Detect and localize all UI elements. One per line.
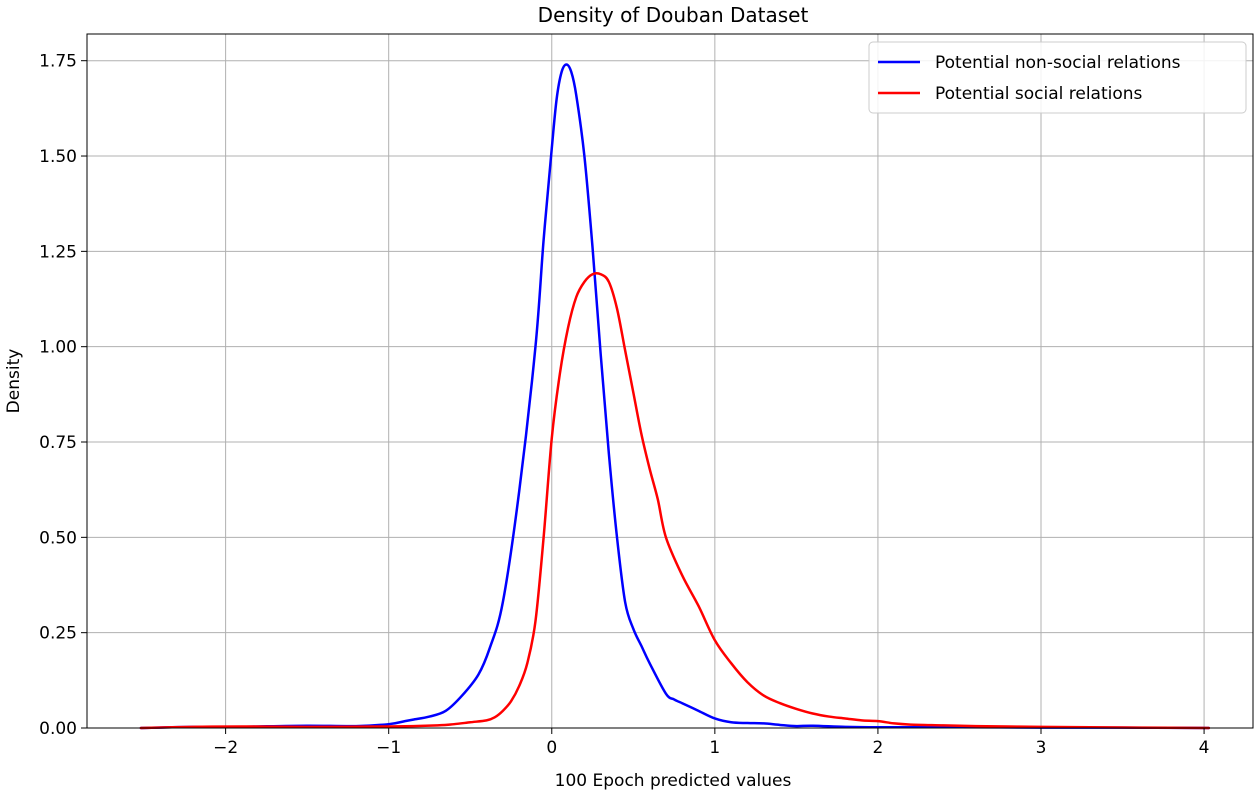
- x-tick-label: 0: [546, 738, 557, 758]
- x-tick-label: 4: [1199, 738, 1210, 758]
- y-tick-label: 1.00: [39, 338, 77, 358]
- x-tick-label: −2: [213, 738, 238, 758]
- legend-label-social: Potential social relations: [935, 84, 1143, 104]
- grid-lines: [87, 34, 1253, 729]
- y-axis-ticks: 0.00 0.25 0.50 0.75 1.00 1.25 1.50 1.75: [39, 52, 87, 739]
- y-axis-label: Density: [4, 349, 24, 414]
- series-line-social: [139, 272, 1211, 730]
- x-tick-label: 2: [873, 738, 884, 758]
- x-tick-label: 1: [709, 738, 720, 758]
- legend-label-non-social: Potential non-social relations: [935, 53, 1181, 73]
- series-lines: [139, 63, 1211, 730]
- y-tick-label: 0.25: [39, 624, 77, 644]
- series-line-non-social: [139, 63, 1211, 730]
- y-tick-label: 0.75: [39, 433, 77, 453]
- legend: Potential non-social relations Potential…: [868, 41, 1247, 114]
- x-tick-label: −1: [376, 738, 401, 758]
- legend-box: [868, 41, 1247, 114]
- x-tick-label: 3: [1036, 738, 1047, 758]
- y-tick-label: 0.00: [39, 719, 77, 739]
- chart-title: Density of Douban Dataset: [538, 3, 809, 27]
- x-axis-label: 100 Epoch predicted values: [555, 771, 792, 791]
- y-tick-label: 1.25: [39, 242, 77, 262]
- y-tick-label: 1.75: [39, 52, 77, 72]
- plot-frame: [86, 33, 1254, 729]
- y-tick-label: 1.50: [39, 147, 77, 167]
- x-axis-ticks: −2 −1 0 1 2 3 4: [213, 728, 1209, 758]
- y-tick-label: 0.50: [39, 528, 77, 548]
